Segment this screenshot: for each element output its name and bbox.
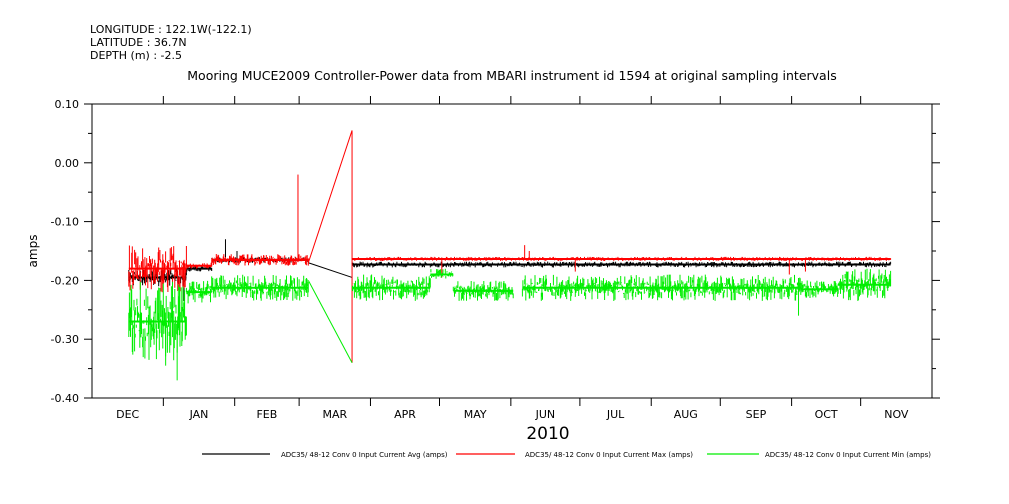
gap-connector — [308, 262, 353, 278]
x-tick-label: APR — [394, 408, 416, 421]
x-axis-label: 2010 — [526, 424, 569, 444]
series-max — [128, 130, 892, 363]
latitude-label: LATITUDE : 36.7N — [90, 36, 187, 49]
x-tick-label: JUN — [535, 408, 556, 421]
chart-title: Mooring MUCE2009 Controller-Power data f… — [187, 68, 836, 83]
gap-connector — [307, 130, 353, 363]
data-segment — [128, 245, 187, 293]
series-min — [128, 268, 892, 381]
data-segment — [837, 268, 892, 301]
x-tick-label: MAY — [464, 408, 487, 421]
x-tick-label: JAN — [189, 408, 209, 421]
legend-label: ADC35/ 48-12 Conv 0 Input Current Avg (a… — [281, 451, 448, 459]
x-tick-label: AUG — [674, 408, 698, 421]
y-tick-label: -0.30 — [51, 333, 79, 346]
x-tick-label: SEP — [746, 408, 767, 421]
gap-connector — [307, 280, 353, 363]
legend-label: ADC35/ 48-12 Conv 0 Input Current Min (a… — [765, 451, 931, 459]
y-tick-label: -0.40 — [51, 392, 79, 405]
x-tick-label: MAR — [322, 408, 347, 421]
depth-label: DEPTH (m) : -2.5 — [90, 49, 183, 62]
y-tick-label: 0.10 — [55, 98, 80, 111]
x-tick-label: FEB — [256, 408, 277, 421]
y-axis-label: amps — [26, 235, 40, 268]
x-tick-label: DEC — [116, 408, 139, 421]
plot-frame — [91, 103, 933, 399]
y-tick-label: 0.00 — [55, 157, 80, 170]
y-tick-label: -0.20 — [51, 274, 79, 287]
legend-label: ADC35/ 48-12 Conv 0 Input Current Max (a… — [525, 451, 693, 459]
longitude-label: LONGITUDE : 122.1W(-122.1) — [90, 23, 252, 36]
x-tick-label: JUL — [606, 408, 625, 421]
x-tick-label: NOV — [884, 408, 909, 421]
y-tick-label: -0.10 — [51, 216, 79, 229]
x-tick-label: OCT — [815, 408, 838, 421]
data-segment — [128, 281, 187, 361]
